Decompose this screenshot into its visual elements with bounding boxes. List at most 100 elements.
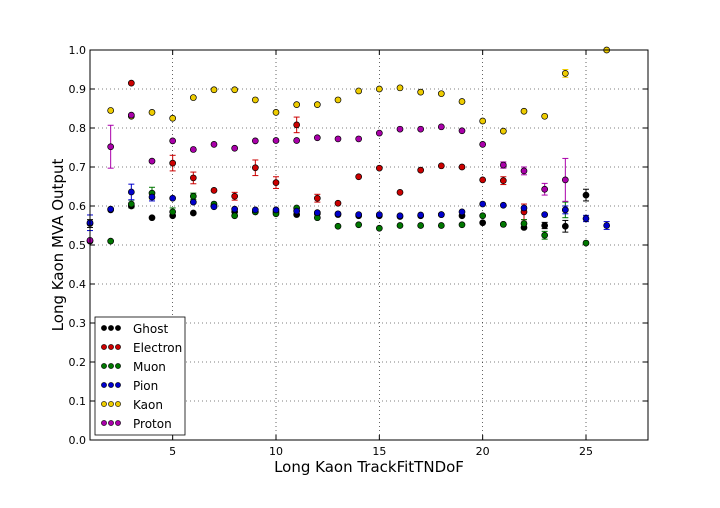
data-point-proton bbox=[210, 141, 218, 148]
data-point-pion bbox=[603, 222, 611, 229]
legend-marker bbox=[108, 325, 114, 331]
data-point-proton bbox=[334, 135, 342, 143]
data-point-pion bbox=[458, 208, 466, 216]
data-point-kaon bbox=[437, 90, 445, 98]
legend-label: Ghost bbox=[133, 322, 168, 336]
data-point-muon bbox=[189, 192, 197, 200]
legend-marker bbox=[108, 382, 114, 388]
data-point-muon bbox=[582, 239, 590, 247]
data-point-pion bbox=[561, 206, 569, 214]
data-point-kaon bbox=[499, 127, 507, 135]
data-point-kaon bbox=[334, 96, 342, 104]
data-point-muon bbox=[479, 212, 487, 220]
y-axis-label: Long Kaon MVA Output bbox=[49, 159, 67, 332]
data-point-kaon bbox=[396, 84, 404, 92]
legend-marker bbox=[108, 344, 114, 350]
data-point-ghost bbox=[148, 214, 156, 222]
data-point-electron bbox=[231, 192, 239, 200]
data-point-muon bbox=[499, 220, 507, 228]
y-tick-label: 0.3 bbox=[69, 317, 87, 330]
data-point-electron bbox=[355, 173, 363, 181]
data-point-pion bbox=[293, 207, 301, 215]
data-point-ghost bbox=[561, 222, 569, 230]
data-point-proton bbox=[272, 137, 280, 144]
y-tick-label: 0.6 bbox=[69, 200, 87, 213]
data-point-proton bbox=[313, 134, 321, 142]
data-points bbox=[86, 46, 611, 247]
data-point-kaon bbox=[107, 107, 115, 114]
legend-marker bbox=[101, 325, 107, 331]
legend: Ghost Electron Muon Pion Kaon Proton bbox=[94, 316, 186, 436]
data-point-kaon bbox=[479, 117, 487, 125]
data-point-ghost bbox=[582, 191, 590, 199]
data-point-kaon bbox=[313, 101, 321, 108]
data-point-proton bbox=[479, 141, 487, 148]
data-point-proton bbox=[148, 157, 156, 165]
y-tick-label: 0.0 bbox=[69, 434, 87, 447]
data-point-proton bbox=[189, 146, 197, 153]
axis-ticks: 5 10 15 20 25 0.0 0.1 0.2 0.3 0.4 0.5 0.6 0.7 0.8 0.9 1… bbox=[69, 44, 648, 458]
data-point-kaon bbox=[293, 101, 301, 108]
data-point-electron bbox=[251, 164, 259, 172]
data-point-pion bbox=[582, 215, 590, 222]
data-point-pion bbox=[169, 194, 177, 202]
y-tick-label: 0.7 bbox=[69, 161, 87, 174]
data-point-kaon bbox=[417, 88, 425, 96]
data-point-electron bbox=[479, 176, 487, 184]
legend-marker bbox=[115, 382, 121, 388]
data-point-muon bbox=[355, 221, 363, 229]
data-point-electron bbox=[169, 159, 177, 167]
data-point-electron bbox=[272, 179, 280, 186]
data-point-kaon bbox=[561, 70, 569, 77]
data-point-kaon bbox=[375, 85, 383, 93]
data-point-kaon bbox=[148, 109, 156, 116]
legend-marker bbox=[115, 401, 121, 407]
data-point-muon bbox=[541, 231, 549, 239]
data-point-kaon bbox=[355, 87, 363, 95]
data-point-muon bbox=[458, 221, 466, 229]
x-tick-label: 10 bbox=[269, 445, 283, 458]
data-point-electron bbox=[375, 164, 383, 172]
legend-marker bbox=[101, 382, 107, 388]
data-point-pion bbox=[396, 212, 404, 220]
legend-marker bbox=[115, 420, 121, 426]
data-point-pion bbox=[499, 201, 507, 209]
legend-marker bbox=[101, 420, 107, 426]
data-point-proton bbox=[293, 137, 301, 144]
data-point-kaon bbox=[541, 112, 549, 120]
legend-label: Muon bbox=[133, 360, 166, 374]
data-point-pion bbox=[479, 200, 487, 208]
data-point-electron bbox=[127, 79, 135, 87]
data-point-pion bbox=[520, 204, 528, 212]
data-point-kaon bbox=[189, 94, 197, 101]
y-tick-label: 0.2 bbox=[69, 356, 87, 369]
data-point-proton bbox=[396, 125, 404, 133]
data-point-electron bbox=[313, 194, 321, 202]
data-point-pion bbox=[231, 205, 239, 213]
legend-marker bbox=[101, 363, 107, 369]
x-tick-label: 25 bbox=[579, 445, 593, 458]
x-tick-label: 15 bbox=[372, 445, 386, 458]
data-point-electron bbox=[417, 166, 425, 174]
data-point-proton bbox=[355, 135, 363, 143]
data-point-kaon bbox=[251, 96, 259, 104]
data-point-pion bbox=[417, 211, 425, 219]
data-point-proton bbox=[541, 185, 549, 193]
data-point-muon bbox=[127, 200, 135, 208]
data-point-proton bbox=[107, 143, 115, 151]
data-point-electron bbox=[437, 162, 445, 170]
data-point-muon bbox=[417, 222, 425, 229]
data-point-kaon bbox=[272, 109, 280, 116]
data-point-muon bbox=[375, 224, 383, 232]
legend-marker bbox=[108, 363, 114, 369]
legend-label: Kaon bbox=[133, 398, 163, 412]
legend-marker bbox=[101, 344, 107, 350]
data-point-kaon bbox=[210, 86, 218, 94]
data-point-electron bbox=[334, 199, 342, 207]
data-point-kaon bbox=[231, 86, 239, 94]
legend-marker bbox=[115, 344, 121, 350]
data-point-proton bbox=[458, 127, 466, 135]
data-point-ghost bbox=[189, 209, 197, 217]
y-tick-label: 1.0 bbox=[69, 44, 87, 57]
